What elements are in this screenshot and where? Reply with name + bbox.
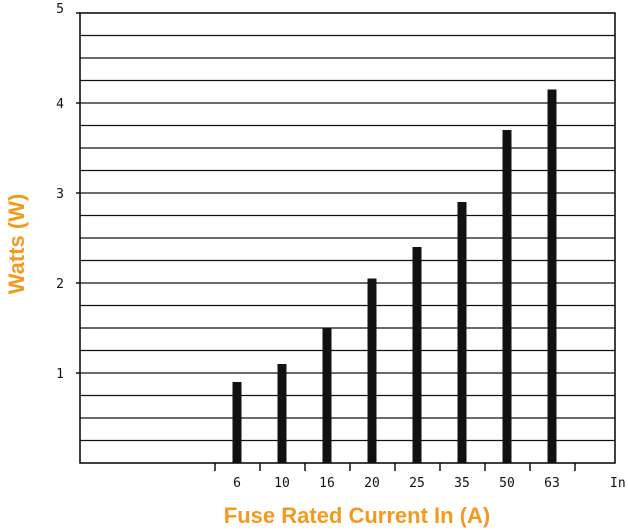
bar-50: [502, 130, 512, 463]
y-tick-label: 2: [56, 277, 64, 292]
y-tick-label: 4: [56, 97, 64, 112]
bar-10: [277, 364, 287, 463]
x-tick-label: 10: [274, 476, 290, 491]
x-axis-ticks: 6 10 16 20 25 35 50 63: [214, 463, 576, 491]
y-tick-label: 5: [56, 2, 64, 17]
bar-35: [457, 202, 467, 463]
bars-layer: [232, 89, 557, 463]
x-axis-title: Fuse Rated Current In (A): [224, 503, 490, 528]
x-axis-end-label: In: [610, 476, 626, 491]
bar-25: [412, 247, 422, 463]
x-tick-label: 20: [364, 476, 380, 491]
bar-16: [322, 328, 332, 463]
y-tick-label: 3: [56, 187, 64, 202]
y-axis-title: Watts (W): [4, 194, 29, 295]
grid-layer: [80, 34, 615, 442]
bar-63: [547, 89, 557, 463]
x-tick-label: 25: [409, 476, 425, 491]
bar-6: [232, 382, 242, 463]
bar-20: [367, 278, 377, 463]
x-tick-label: 16: [319, 476, 335, 491]
y-tick-label: 1: [56, 367, 64, 382]
plot-frame: [79, 12, 616, 464]
x-tick-label: 50: [499, 476, 515, 491]
x-tick-label: 6: [233, 476, 241, 491]
plot-border: [79, 12, 616, 464]
y-axis-ticks: 1 2 3 4 5: [56, 2, 80, 382]
x-tick-label: 63: [544, 476, 560, 491]
x-tick-label: 35: [454, 476, 470, 491]
